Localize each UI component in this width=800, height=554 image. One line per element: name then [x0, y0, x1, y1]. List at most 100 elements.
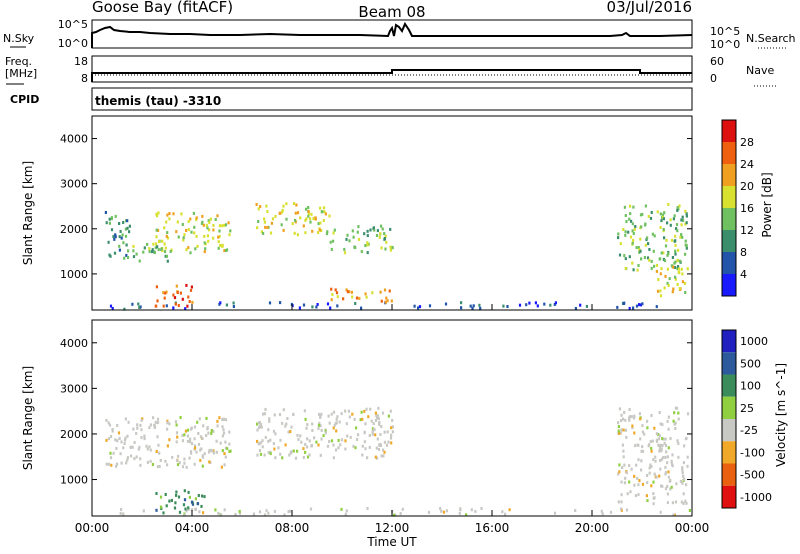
colorbar-swatch — [722, 164, 736, 186]
scatter-cell — [120, 508, 123, 511]
scatter-cell — [681, 235, 684, 239]
scatter-cell — [371, 430, 374, 434]
scatter-cell — [660, 267, 663, 271]
scatter-cell — [673, 411, 676, 415]
scatter-cell — [667, 203, 670, 206]
scatter-cell — [666, 501, 669, 505]
scatter-cell — [302, 456, 305, 459]
scatter-cell — [208, 460, 211, 464]
scatter-cell — [153, 423, 156, 427]
scatter-cell — [617, 421, 620, 425]
scatter-cell — [257, 220, 260, 223]
scatter-cell — [376, 437, 379, 441]
colorbar-tick-label: 4 — [740, 268, 747, 281]
scatter-cell — [122, 241, 125, 245]
scatter-cell — [674, 243, 677, 247]
scatter-cell — [664, 465, 667, 469]
scatter-cell — [629, 235, 633, 239]
scatter-cell — [622, 455, 625, 459]
scatter-cell — [618, 470, 621, 474]
scatter-cell — [328, 440, 331, 443]
scatter-cell — [673, 513, 676, 517]
scatter-cell — [166, 444, 169, 448]
scatter-cell — [681, 215, 684, 219]
scatter-cell — [214, 218, 217, 221]
scatter-cell — [164, 459, 167, 463]
x-tick-label: 08:00 — [275, 521, 310, 535]
scatter-cell — [227, 221, 230, 225]
scatter-cell — [218, 229, 221, 233]
scatter-cell — [682, 461, 685, 465]
scatter-cell — [156, 435, 159, 439]
scatter-cell — [358, 296, 361, 300]
scatter-cell — [219, 513, 223, 517]
scatter-cell — [109, 456, 113, 460]
x-tick-label: 16:00 — [475, 521, 510, 535]
scatter-cell — [222, 417, 225, 421]
scatter-cell — [202, 511, 205, 515]
scatter-cell — [653, 426, 656, 430]
scatter-cell — [119, 452, 122, 456]
scatter-cell — [333, 423, 336, 427]
scatter-cell — [185, 229, 188, 232]
scatter-cell — [190, 285, 193, 289]
scatter-cell — [162, 511, 165, 515]
scatter-cell — [631, 261, 634, 265]
scatter-cell — [660, 447, 663, 451]
scatter-cell — [142, 250, 145, 254]
scatter-cell — [183, 457, 186, 461]
scatter-cell — [679, 259, 682, 263]
scatter-cell — [142, 509, 145, 513]
scatter-cell — [220, 465, 223, 469]
scatter-cell — [630, 415, 633, 419]
scatter-cell — [579, 303, 582, 307]
scatter-cell — [685, 246, 688, 250]
scatter-cell — [317, 443, 320, 447]
scatter-cell — [356, 230, 359, 234]
scatter-cell — [650, 449, 653, 453]
scatter-cell — [282, 204, 285, 208]
scatter-cell — [183, 498, 187, 502]
scatter-cell — [677, 267, 681, 271]
scatter-cell — [212, 451, 216, 455]
scatter-cell — [623, 481, 626, 485]
colorbar-swatch — [722, 274, 736, 296]
scatter-cell — [178, 510, 182, 514]
scatter-cell — [635, 246, 638, 249]
scatter-cell — [681, 471, 684, 475]
scatter-cell — [682, 502, 685, 505]
scatter-cell — [344, 439, 347, 443]
scatter-cell — [641, 430, 644, 434]
scatter-cell — [329, 240, 332, 244]
scatter-cell — [641, 302, 644, 306]
scatter-cell — [374, 433, 377, 437]
scatter-cell — [200, 504, 203, 508]
scatter-cell — [238, 509, 241, 513]
x-tick-label: 12:00 — [375, 521, 410, 535]
scatter-cell — [219, 301, 222, 305]
scatter-cell — [226, 447, 229, 451]
scatter-cell — [469, 304, 472, 308]
scatter-cell — [153, 251, 156, 255]
scatter-cell — [224, 446, 228, 450]
scatter-cell — [684, 243, 687, 247]
scatter-cell — [183, 489, 186, 493]
scatter-cell — [163, 242, 166, 246]
scatter-cell — [620, 419, 623, 423]
scatter-cell — [633, 474, 636, 478]
scatter-cell — [616, 305, 619, 309]
scatter-cell — [676, 208, 679, 212]
scatter-cell — [536, 304, 539, 308]
scatter-cell — [392, 513, 396, 517]
scatter-cell — [332, 410, 336, 414]
scatter-cell — [185, 248, 188, 252]
scatter-cell — [332, 456, 335, 460]
scatter-cell — [107, 421, 110, 425]
scatter-cell — [204, 247, 207, 251]
scatter-cell — [381, 411, 385, 415]
scatter-cell — [166, 427, 169, 431]
scatter-cell — [256, 453, 259, 457]
scatter-cell — [263, 220, 266, 224]
scatter-cell — [639, 213, 643, 217]
scatter-cell — [212, 236, 215, 240]
